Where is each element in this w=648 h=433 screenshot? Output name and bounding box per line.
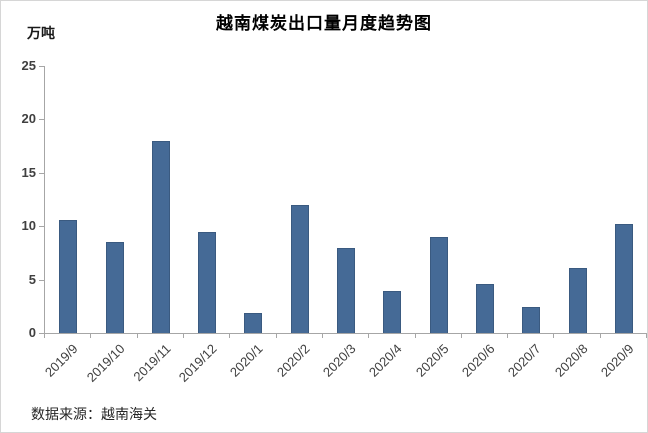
x-tick-label-2020/2: 2020/2: [273, 341, 313, 380]
x-tick-mark: [44, 334, 45, 338]
bar-2020/5: [429, 236, 448, 333]
y-tick-label-15: 15: [21, 164, 36, 180]
x-tick-mark: [414, 334, 416, 338]
x-tick-mark: [90, 334, 92, 338]
bar-2019/10: [105, 242, 124, 333]
y-tick-mark: [39, 119, 44, 121]
x-tick-label-2019/10: 2019/10: [83, 341, 128, 385]
y-tick-mark: [39, 66, 44, 67]
y-tick-mark: [39, 172, 44, 174]
x-tick-mark: [646, 334, 647, 338]
x-tick-mark: [182, 334, 184, 338]
y-tick-mark: [39, 226, 44, 228]
y-tick-label-25: 25: [21, 58, 36, 73]
x-tick-mark: [599, 334, 601, 338]
bar-2019/11: [151, 140, 170, 333]
bar-2020/2: [290, 204, 309, 333]
bar-2020/4: [383, 291, 402, 333]
bar-2019/9: [59, 219, 78, 333]
x-tick-label-2019/12: 2019/12: [175, 341, 220, 385]
bar-2020/7: [522, 307, 541, 333]
x-tick-label-2019/9: 2019/9: [42, 341, 81, 380]
x-tick-label-2020/5: 2020/5: [412, 341, 452, 380]
x-tick-mark: [368, 334, 370, 338]
x-tick-label-2019/11: 2019/11: [130, 341, 174, 385]
x-tick-label-2020/6: 2020/6: [458, 341, 498, 380]
x-tick-mark: [460, 334, 462, 338]
x-tick-label-2020/7: 2020/7: [505, 341, 544, 380]
bar-2020/9: [614, 224, 633, 333]
y-tick-label-0: 0: [28, 325, 36, 340]
y-axis-unit-label: 万吨: [27, 25, 55, 41]
source-note: 数据来源：越南海关: [31, 406, 157, 422]
chart-title: 越南煤炭出口量月度趋势图: [216, 14, 432, 33]
bar-2020/6: [475, 283, 494, 333]
x-tick-label-2020/4: 2020/4: [366, 341, 405, 380]
bar-2020/8: [568, 267, 587, 333]
x-tick-mark: [321, 334, 323, 338]
x-tick-mark: [136, 334, 138, 338]
x-tick-mark: [507, 334, 509, 338]
x-tick-label-2020/1: 2020/1: [227, 341, 266, 380]
y-tick-label-5: 5: [28, 271, 36, 287]
x-tick-label-2020/8: 2020/8: [551, 341, 591, 380]
plot-area: [44, 66, 647, 334]
bar-2020/1: [244, 312, 263, 333]
x-tick-mark: [553, 334, 555, 338]
x-tick-label-2020/9: 2020/9: [597, 341, 637, 380]
bar-2020/3: [337, 247, 355, 333]
x-tick-mark: [229, 334, 231, 338]
x-tick-label-2020/3: 2020/3: [319, 341, 359, 380]
y-tick-label-20: 20: [21, 111, 36, 127]
y-tick-mark: [39, 333, 44, 334]
bar-2019/12: [198, 231, 217, 333]
y-tick-mark: [39, 279, 44, 281]
y-tick-label-10: 10: [21, 218, 36, 234]
x-tick-mark: [275, 334, 277, 338]
